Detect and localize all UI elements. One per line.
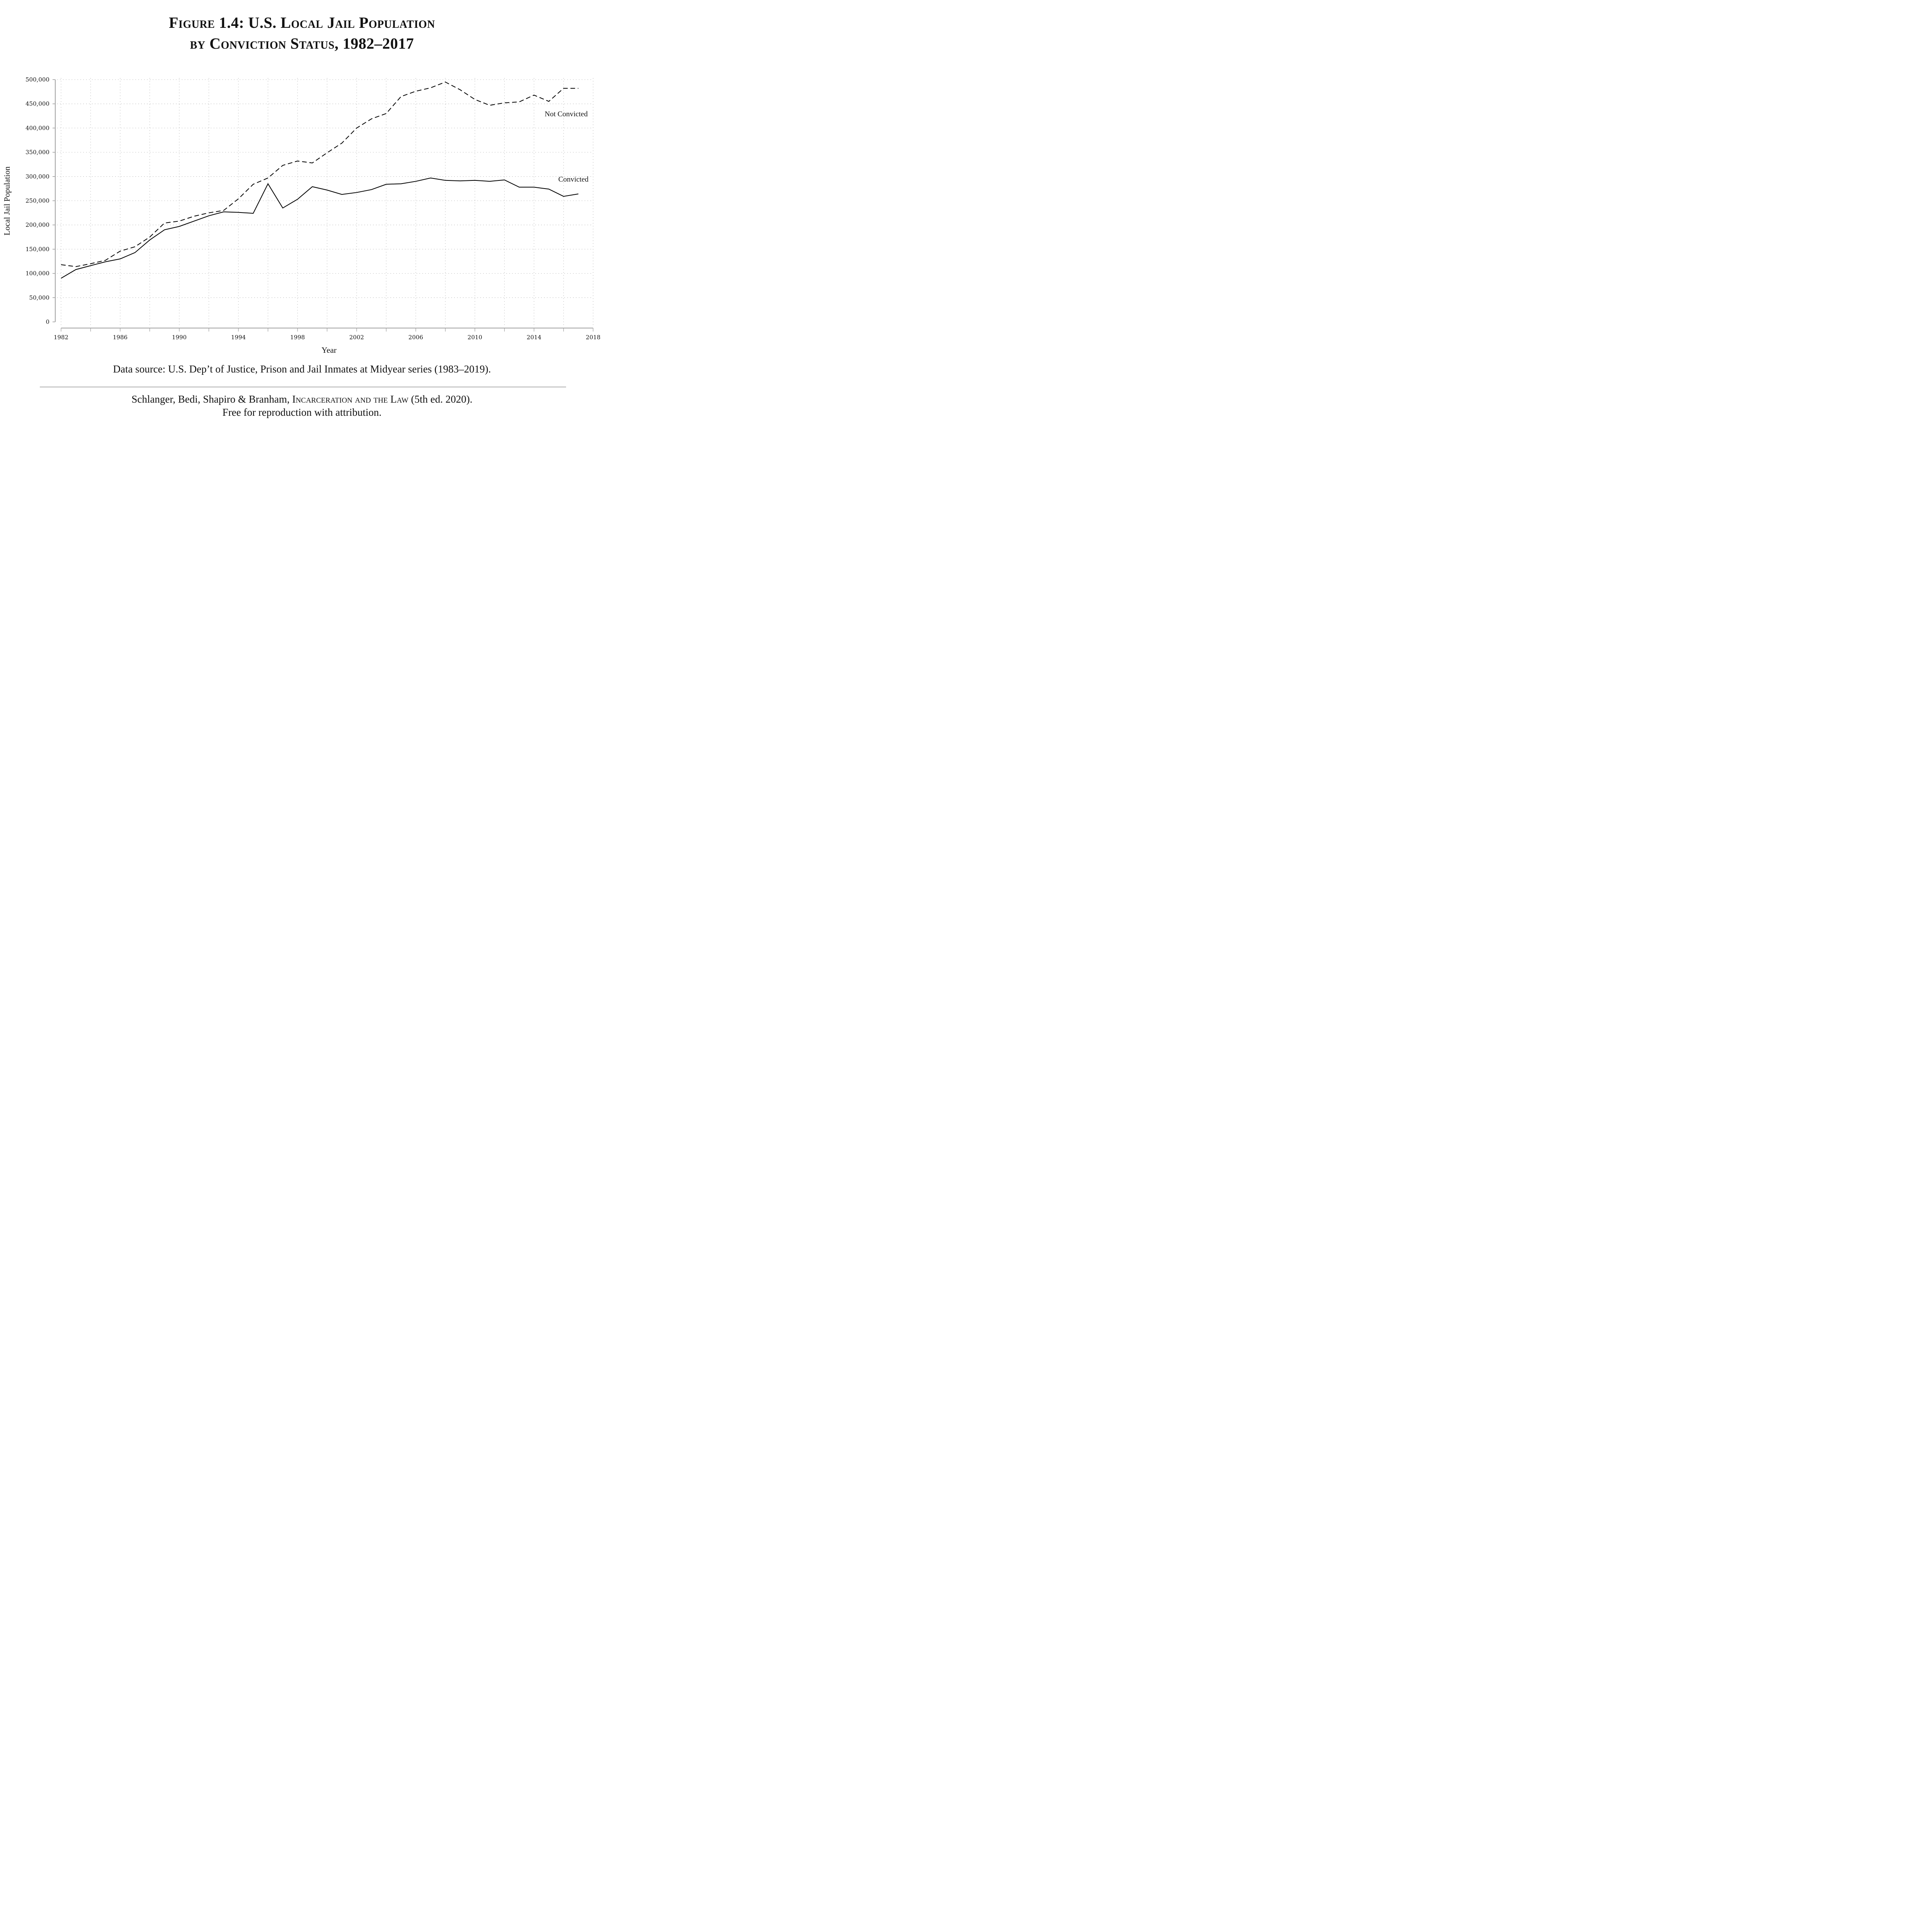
- x-tick-label: 2018: [586, 334, 600, 341]
- chart-title-line-2: by Conviction Status, 1982–2017: [190, 35, 414, 52]
- grid: [57, 78, 594, 326]
- x-tick-label: 2002: [349, 334, 364, 341]
- y-tick-label: 450,000: [26, 100, 49, 107]
- line-chart: 0 50,000 100,000 150,000 200,000 250,000 300,0…: [2, 76, 600, 355]
- x-tick-label: 2010: [468, 334, 482, 341]
- x-tick-label: 1986: [113, 334, 128, 341]
- series-line-convicted: [61, 177, 578, 279]
- y-tick-label: 50,000: [29, 294, 50, 301]
- license-note: Free for reproduction with attribution.: [222, 406, 382, 418]
- x-tick-label: 2014: [527, 334, 541, 341]
- citation: Schlanger, Bedi, Shapiro & Branham, Inca…: [0, 393, 604, 405]
- y-axis-title: Local Jail Population: [2, 166, 12, 235]
- y-tick-label: 0: [46, 318, 49, 325]
- citation-authors: Schlanger, Bedi, Shapiro & Branham,: [131, 393, 293, 405]
- y-tick-label: 150,000: [26, 246, 49, 253]
- x-tick-label: 2006: [408, 334, 423, 341]
- x-tick-label: 1990: [172, 334, 187, 341]
- citation-edition: (5th ed. 2020).: [408, 393, 473, 405]
- series-line-not-convicted: [61, 82, 578, 267]
- citation-book-title: Incarceration and the Law: [292, 393, 408, 405]
- labels-group: Not Convicted Convicted: [545, 110, 589, 184]
- y-tick-label: 250,000: [26, 197, 49, 204]
- series-label-convicted: Convicted: [558, 175, 589, 184]
- divider: [40, 386, 566, 388]
- x-axis-title: Year: [321, 345, 337, 355]
- chart-title: Figure 1.4: U.S. Local Jail Population b…: [0, 12, 604, 54]
- x-tick-label: 1998: [290, 334, 305, 341]
- y-tick-label: 500,000: [26, 76, 49, 83]
- x-tick-label: 1994: [231, 334, 246, 341]
- y-tick-label: 200,000: [26, 221, 49, 228]
- axes: 0 50,000 100,000 150,000 200,000 250,000 300,0…: [2, 76, 600, 355]
- chart-title-line-1: Figure 1.4: U.S. Local Jail Population: [169, 14, 435, 31]
- y-tick-label: 100,000: [26, 270, 49, 277]
- y-tick-label: 400,000: [26, 124, 49, 131]
- series-label-not-convicted: Not Convicted: [545, 110, 588, 118]
- data-source-note: Data source: U.S. Dep’t of Justice, Pris…: [113, 363, 491, 375]
- series-group: [61, 82, 578, 279]
- y-tick-label: 350,000: [26, 149, 49, 156]
- x-tick-label: 1982: [54, 334, 68, 341]
- y-tick-label: 300,000: [26, 173, 49, 180]
